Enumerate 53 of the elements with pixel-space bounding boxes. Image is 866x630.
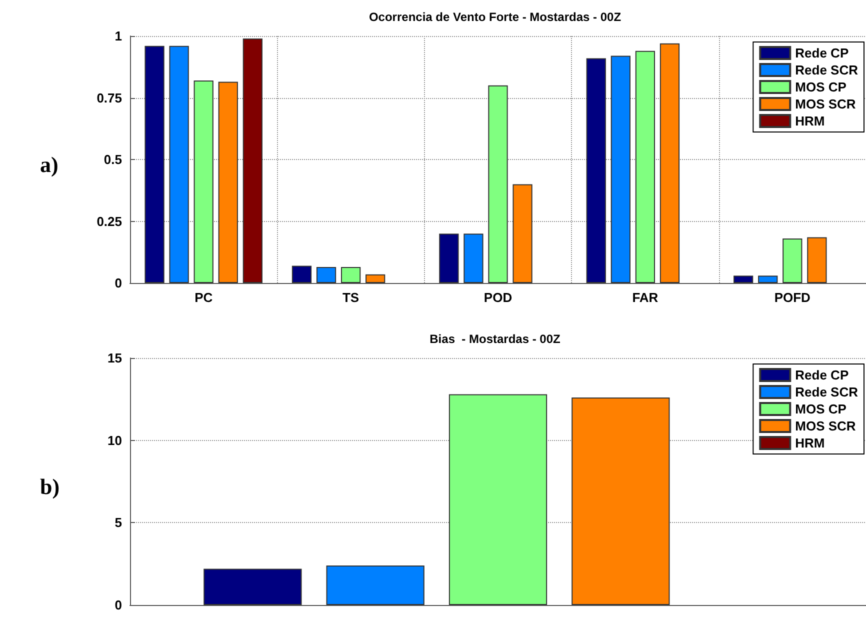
bar [439,234,459,283]
y-tick-label: 1 [114,28,122,44]
bar [326,565,424,605]
y-tick-label: 5 [114,515,122,530]
bar [610,56,630,283]
y-tick-label: 10 [108,432,122,448]
chart-title: Bias - Mostardas - 00Z [430,332,560,346]
bar [169,46,189,283]
legend-label: MOS SCR [795,418,856,434]
chart-title: Ocorrencia de Vento Forte - Mostardas - 00Z [368,10,622,24]
y-tick-label: 0 [114,598,122,612]
bar [448,394,548,605]
legend-label: Rede CP [795,46,849,60]
legend-label: HRM [795,114,825,128]
bar [572,398,670,605]
bar [782,238,802,283]
legend-label: MOS CP [795,402,847,416]
bar [316,266,336,283]
y-tick-label: 15 [108,350,122,366]
x-tick-label: PC [194,290,214,305]
legend-label: MOS SCR [795,96,856,112]
x-tick-label: POD [484,290,512,305]
bar [204,568,302,605]
bar [807,237,827,283]
legend-label: HRM [795,436,825,450]
bar [218,82,238,283]
legend-label: Rede SCR [795,62,859,78]
bar [734,276,754,283]
bar [194,80,214,283]
y-tick-label: 0.25 [96,214,122,229]
bar [464,234,484,283]
text: a) [40,152,58,178]
y-tick-label: 0 [114,276,122,290]
bar [758,276,778,283]
legend-label: MOS CP [795,80,847,94]
text: b) [40,474,60,500]
x-tick-label: FAR [632,290,659,305]
bar [340,266,361,283]
bar [512,184,532,283]
y-tick-label: 0.75 [96,90,122,106]
bar [292,266,312,283]
bar [635,50,656,283]
legend-label: Rede CP [795,368,849,382]
bar [242,38,262,283]
bar [586,58,606,283]
bar [488,85,508,283]
bar [366,274,386,283]
bar [660,43,680,283]
legend-label: Rede SCR [795,384,859,400]
bar [144,46,164,283]
x-tick-label: POFD [774,290,810,305]
y-tick-label: 0.5 [104,152,122,167]
x-tick-label: TS [342,290,360,305]
